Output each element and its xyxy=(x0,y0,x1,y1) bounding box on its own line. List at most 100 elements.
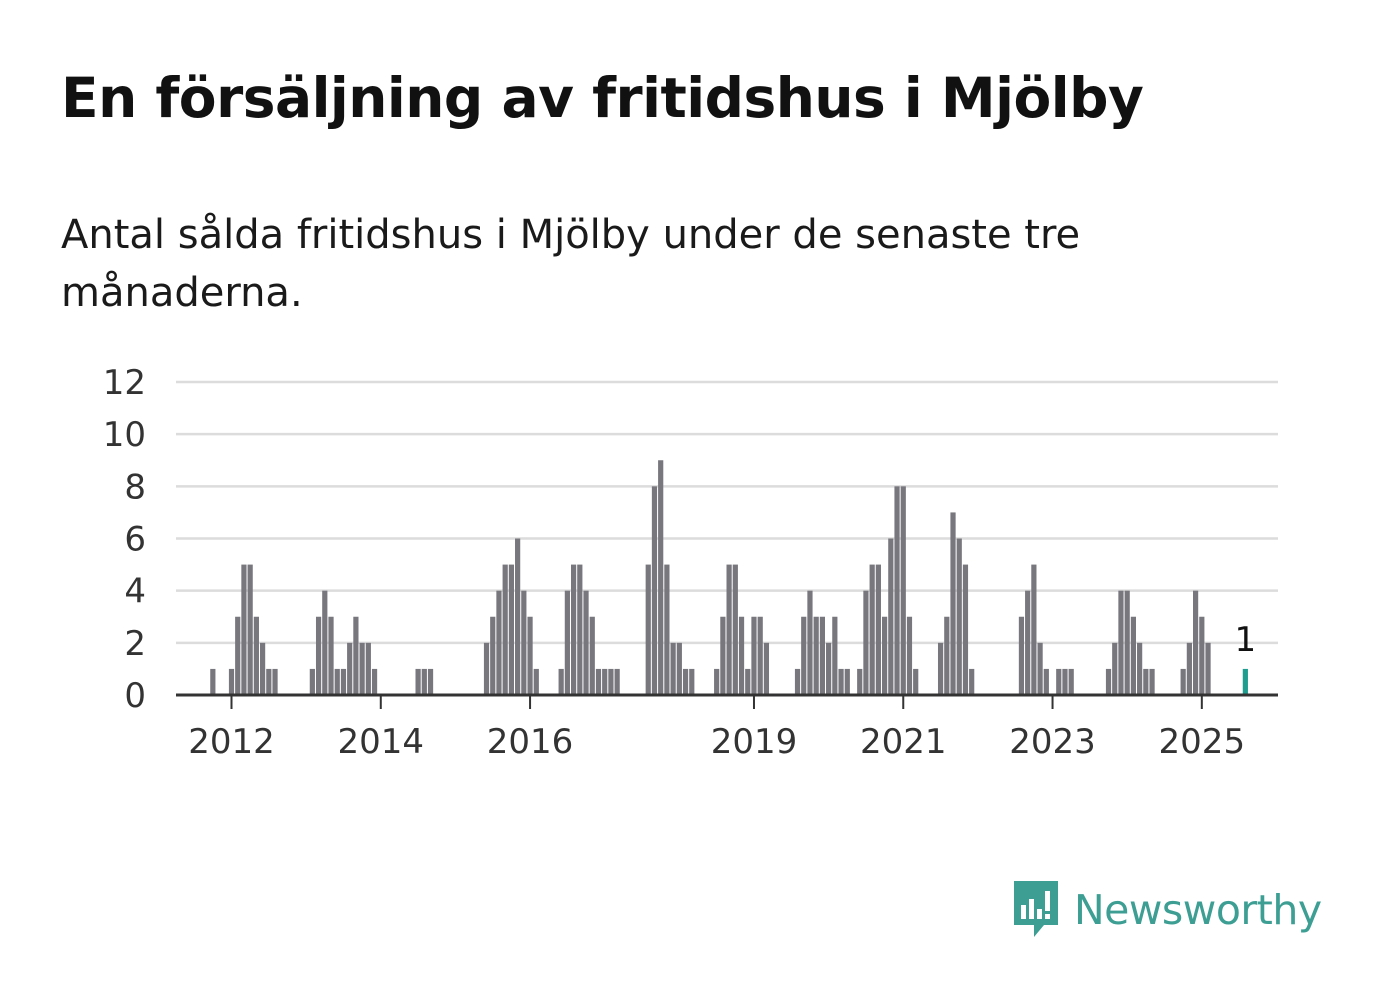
highlight-bar xyxy=(1242,668,1248,695)
axes: 0 2 4 6 8 10 12 2012 2014 2016 2019 2021 2023 2025 xyxy=(103,363,1278,762)
bar xyxy=(1056,668,1062,695)
x-tick-label: 2025 xyxy=(1159,722,1246,762)
bar xyxy=(658,460,664,695)
bar xyxy=(1062,668,1068,695)
bar xyxy=(322,590,328,695)
bar xyxy=(235,616,241,695)
bar xyxy=(1124,590,1130,695)
bar xyxy=(900,486,906,695)
bar xyxy=(427,668,434,695)
bar xyxy=(956,538,962,695)
bar xyxy=(664,564,670,695)
bar xyxy=(241,564,247,695)
bar xyxy=(1105,668,1112,695)
bar xyxy=(614,668,620,695)
bar xyxy=(496,590,502,695)
bar xyxy=(253,616,259,695)
bar xyxy=(1143,668,1149,695)
bar xyxy=(347,642,353,695)
highlight-data-label: 1 xyxy=(1235,620,1257,660)
bar xyxy=(583,590,589,695)
bar xyxy=(882,616,888,695)
bar xyxy=(260,642,266,695)
brand-name: Newsworthy xyxy=(1074,886,1322,934)
y-tick-label: 4 xyxy=(124,572,146,612)
bar xyxy=(1193,590,1199,695)
bar xyxy=(962,564,969,695)
bar xyxy=(913,668,919,695)
bar xyxy=(757,616,763,695)
bar xyxy=(676,642,682,695)
chart-title: En försäljning av fritidshus i Mjölby xyxy=(61,66,1144,130)
y-tick-label: 6 xyxy=(124,520,146,560)
bar xyxy=(490,616,496,695)
bar xyxy=(844,668,850,695)
bar xyxy=(950,512,956,695)
x-tick-label: 2014 xyxy=(338,722,425,762)
bar xyxy=(309,668,315,695)
bar xyxy=(894,486,900,695)
bar xyxy=(359,642,365,695)
bar xyxy=(483,642,490,695)
bar xyxy=(595,668,602,695)
bar xyxy=(689,668,695,695)
bar xyxy=(608,668,614,695)
bar xyxy=(888,538,894,695)
bar xyxy=(602,668,608,695)
bar xyxy=(1180,668,1186,695)
bar xyxy=(415,668,421,695)
bar xyxy=(1149,668,1155,695)
bar xyxy=(937,642,944,695)
bar xyxy=(266,668,272,695)
bar xyxy=(564,590,570,695)
bar xyxy=(801,616,807,695)
bar xyxy=(651,486,658,695)
bars: 1 xyxy=(210,460,1256,695)
bar xyxy=(1130,616,1136,695)
bar xyxy=(906,616,913,695)
bar xyxy=(502,564,508,695)
bar xyxy=(670,642,676,695)
bar xyxy=(533,668,539,695)
bar xyxy=(1205,642,1211,695)
bar xyxy=(558,668,564,695)
x-tick-label: 2012 xyxy=(188,722,275,762)
bar xyxy=(813,616,819,695)
bar xyxy=(1186,642,1192,695)
newsworthy-logo[interactable]: Newsworthy xyxy=(1010,878,1322,942)
bar xyxy=(1199,616,1205,695)
y-tick-label: 0 xyxy=(124,676,146,716)
bar xyxy=(732,564,738,695)
bar xyxy=(726,564,732,695)
bar xyxy=(577,564,583,695)
bar xyxy=(819,616,825,695)
y-tick-label: 10 xyxy=(103,415,146,455)
bar xyxy=(1137,642,1143,695)
bar xyxy=(272,668,278,695)
bar xyxy=(315,616,322,695)
bar xyxy=(869,564,875,695)
y-tick-label: 8 xyxy=(124,467,146,507)
bar xyxy=(365,642,371,695)
x-tick-label: 2019 xyxy=(711,722,798,762)
bar xyxy=(328,616,334,695)
bar xyxy=(1118,590,1124,695)
bar xyxy=(944,616,950,695)
bar xyxy=(1025,590,1031,695)
bar xyxy=(720,616,726,695)
bar xyxy=(353,616,359,695)
bar xyxy=(826,642,832,695)
bar xyxy=(645,564,651,695)
bar xyxy=(371,668,378,695)
bar xyxy=(527,616,533,695)
bar xyxy=(589,616,595,695)
y-tick-label: 2 xyxy=(124,624,146,664)
bar xyxy=(1037,642,1043,695)
bar xyxy=(1018,616,1025,695)
gridlines xyxy=(176,380,1278,645)
bar xyxy=(508,564,514,695)
bar xyxy=(838,668,844,695)
x-tick-label: 2021 xyxy=(860,722,947,762)
bar xyxy=(738,616,745,695)
